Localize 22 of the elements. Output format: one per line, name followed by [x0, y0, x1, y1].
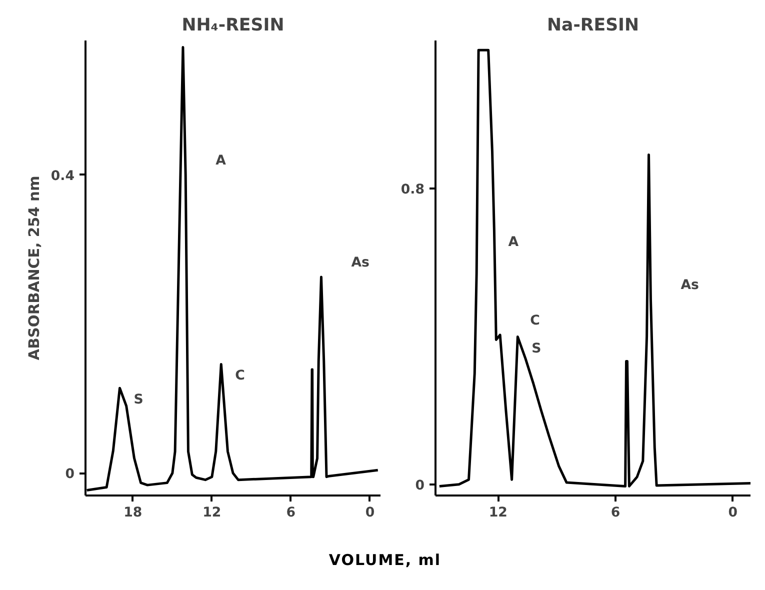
x-tick-label: 0	[728, 506, 738, 520]
y-axis-title: ABSORBANCE, 254 nm	[26, 176, 43, 360]
annotation: As	[680, 278, 700, 293]
chart-title: NH₄-RESIN	[182, 16, 284, 36]
annotation: A	[216, 153, 227, 168]
annotation: S	[134, 392, 144, 408]
x-tick-label: 12	[488, 506, 508, 520]
line-series	[438, 48, 750, 488]
annotation: As	[351, 255, 370, 270]
y-tick-label: 0.8	[400, 182, 425, 198]
y-tick-label: 0.4	[50, 168, 75, 184]
annotation: C	[235, 368, 245, 384]
x-tick-label: 6	[286, 506, 296, 520]
x-tick-label: 0	[365, 506, 375, 520]
chart-title: Na-RESIN	[547, 16, 639, 36]
x-tick-label: 18	[124, 506, 142, 520]
x-tick-label: 6	[610, 506, 620, 520]
annotation: A	[508, 234, 520, 250]
annotation: C	[530, 313, 540, 328]
x-axis-title: VOLUME, ml	[328, 550, 442, 571]
annotation: S	[532, 341, 542, 356]
x-tick-label: 12	[202, 506, 222, 520]
